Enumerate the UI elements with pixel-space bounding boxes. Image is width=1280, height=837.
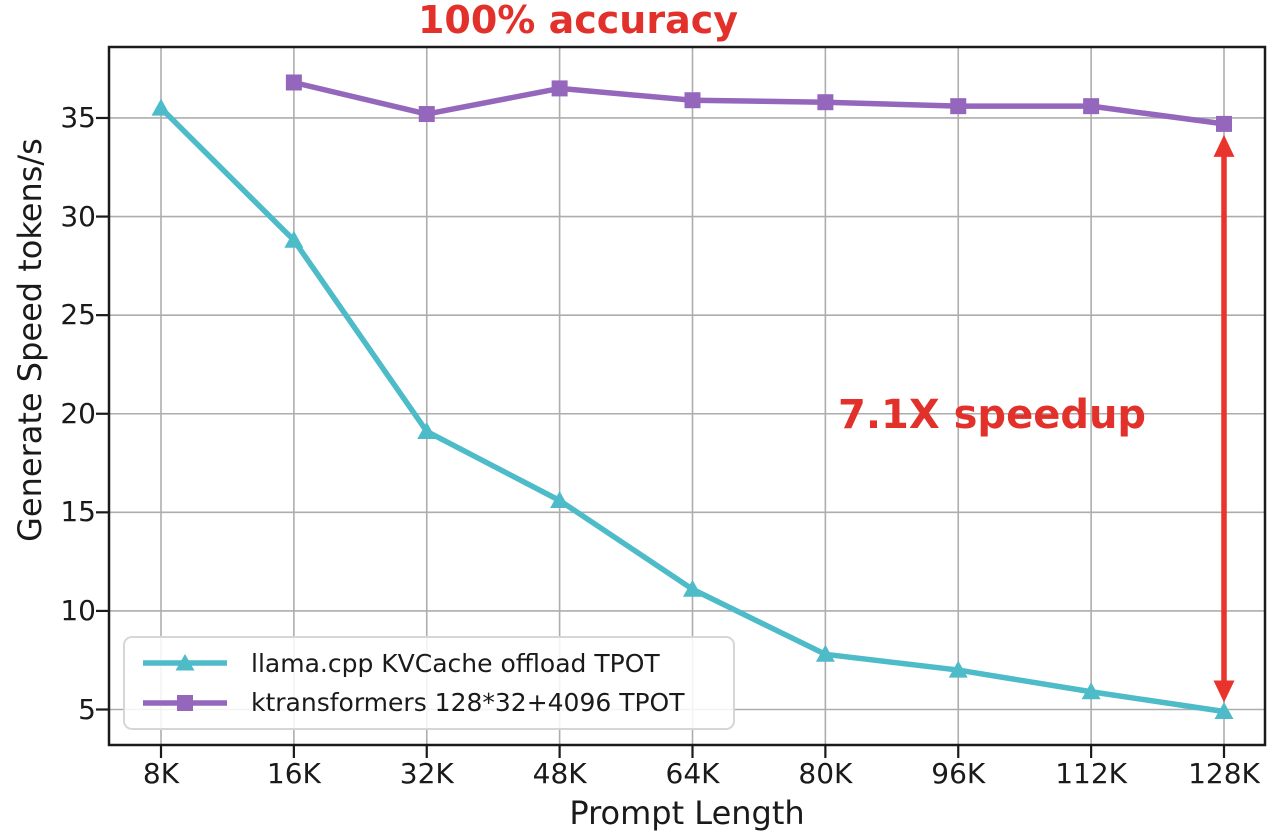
- y-tick-label: 10: [60, 593, 96, 627]
- series-marker-0: [1081, 682, 1101, 700]
- x-tick-label: 112K: [1055, 757, 1128, 790]
- speedup-arrow-head-up: [1213, 134, 1235, 157]
- plot-border: [107, 45, 1267, 747]
- series-marker-0: [683, 579, 702, 597]
- series-marker-1: [285, 74, 302, 91]
- speedup-arrow-head-down: [1213, 680, 1235, 703]
- plot-area: [96, 45, 1267, 758]
- x-tick-label: 128K: [1188, 757, 1260, 790]
- series-marker-1: [950, 98, 967, 115]
- y-tick-label: 25: [60, 298, 96, 332]
- series-marker-0: [284, 230, 304, 248]
- x-tick-label: 80K: [798, 757, 853, 790]
- x-tick-label: 32K: [399, 757, 454, 790]
- series-marker-1: [1216, 115, 1232, 132]
- series-marker-0: [1214, 701, 1234, 719]
- triangle-marker-icon: [143, 654, 227, 671]
- legend-label-ktransformers: ktransformers 128*32+4096 TPOT: [251, 688, 685, 718]
- x-tick-label: 16K: [266, 757, 321, 790]
- y-tick-label: 35: [60, 100, 96, 134]
- series-marker-1: [551, 80, 568, 97]
- legend-row-llama: llama.cpp KVCache offload TPOT: [139, 649, 733, 678]
- series-marker-0: [815, 644, 835, 662]
- series-marker-0: [151, 98, 171, 116]
- series-marker-0: [550, 491, 570, 509]
- legend: llama.cpp KVCache offload TPOT ktransfor…: [123, 636, 735, 730]
- series-marker-1: [817, 94, 834, 111]
- series-marker-0: [948, 660, 968, 678]
- x-tick-label: 96K: [931, 757, 986, 790]
- x-tick-label: 48K: [532, 757, 587, 790]
- x-tick-label: 8K: [142, 757, 180, 790]
- series-line-1: [293, 79, 1225, 127]
- x-axis-label: Prompt Length: [569, 794, 805, 832]
- legend-row-ktransformers: ktransformers 128*32+4096 TPOT: [139, 688, 733, 717]
- legend-label-llama: llama.cpp KVCache offload TPOT: [251, 648, 660, 678]
- y-tick-label: 5: [78, 692, 96, 726]
- series-marker-1: [418, 106, 435, 123]
- y-tick-label: 15: [60, 495, 96, 529]
- y-tick-label: 30: [60, 199, 96, 233]
- chart-title: 100% accuracy: [417, 0, 739, 42]
- square-marker-icon: [143, 694, 227, 711]
- series-marker-1: [1083, 98, 1100, 115]
- y-axis-label: Generate Speed tokens/s: [11, 138, 49, 542]
- series-marker-1: [684, 92, 701, 109]
- speedup-annotation: 7.1X speedup: [838, 392, 1147, 438]
- series-marker-0: [417, 421, 437, 439]
- x-tick-label: 64K: [665, 757, 720, 790]
- y-tick-label: 20: [60, 396, 96, 430]
